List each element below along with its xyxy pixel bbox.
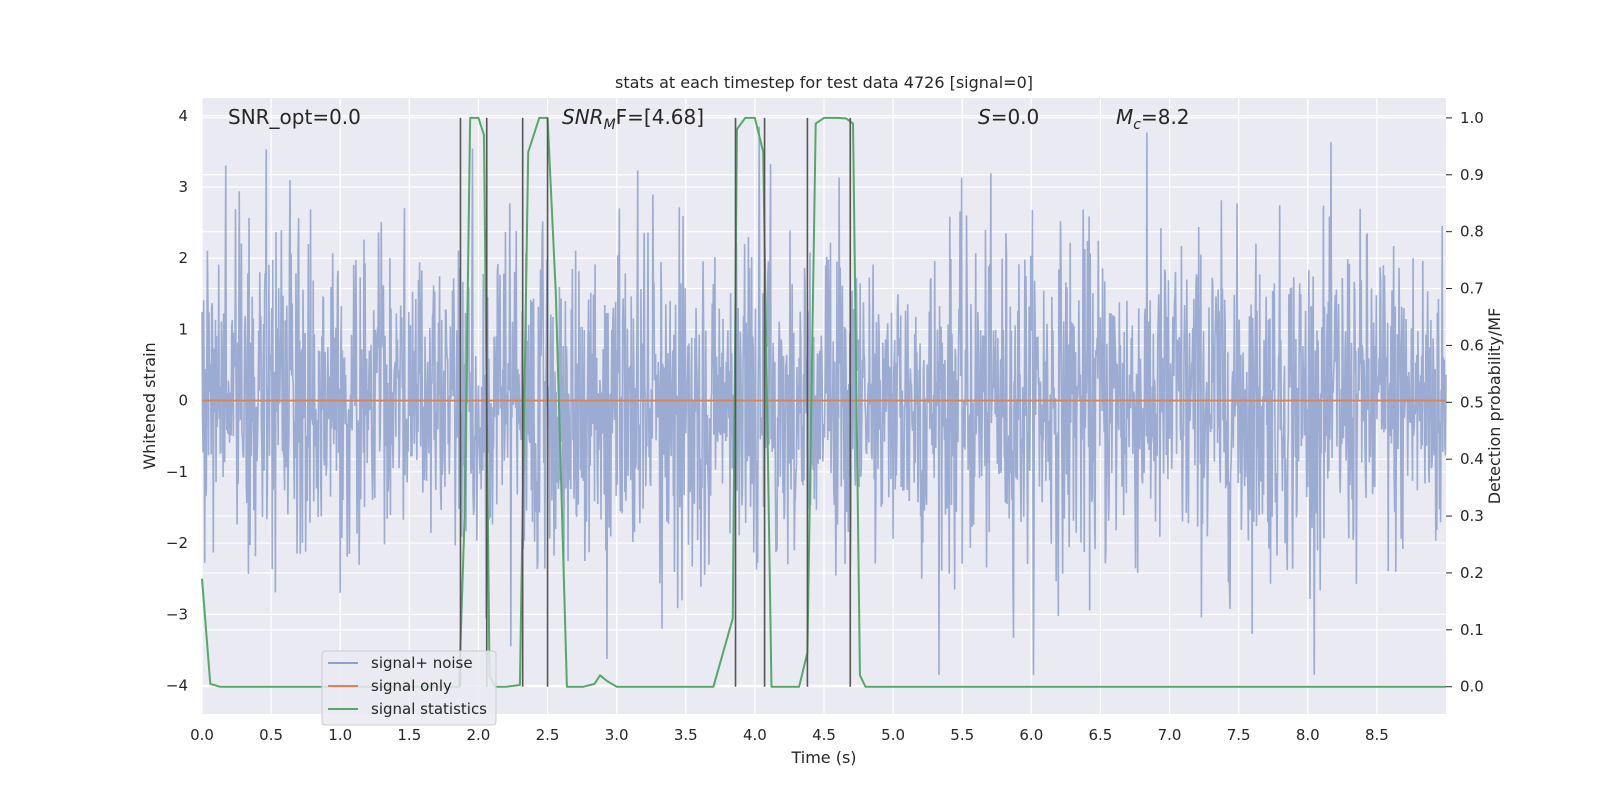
vertical-markers (459, 117, 852, 687)
legend-label-signal-statistics: signal statistics (371, 700, 487, 718)
x-tick-label: 6.5 (1089, 726, 1113, 744)
y2-tick-label: 0.4 (1460, 450, 1484, 468)
y2-axis-ticks: 1.0 0.9 0.8 0.7 0.6 0.5 0.4 0.3 0.2 0.1 0.0 (1446, 109, 1484, 696)
x-tick-label: 8.5 (1365, 726, 1389, 744)
y-tick-label: 3 (178, 178, 188, 196)
y-tick-label: −2 (166, 534, 188, 552)
y2-tick-label: 0.7 (1460, 280, 1484, 298)
x-tick-label: 2.0 (467, 726, 491, 744)
grid-lines (201, 98, 1446, 714)
annotation-s-tail: =0.0 (991, 105, 1040, 129)
y-axis-ticks: 4 3 2 1 0 −1 −2 −3 −4 (166, 107, 188, 695)
series-signal-plus-noise (201, 126, 1447, 675)
y-tick-label: 4 (178, 107, 188, 125)
y-axis-label: Whitened strain (140, 342, 159, 469)
legend-box (321, 650, 497, 726)
x-tick-label: 0.5 (259, 726, 283, 744)
x-tick-label: 4.5 (812, 726, 836, 744)
legend-entry-signal-noise: signal+ noise (328, 654, 473, 672)
y2-tick-label: 0.9 (1460, 166, 1484, 184)
x-tick-label: 4.0 (743, 726, 767, 744)
y2-tick-label: 0.2 (1460, 564, 1484, 582)
x-tick-label: 3.0 (605, 726, 629, 744)
x-tick-label: 6.0 (1019, 726, 1043, 744)
x-tick-label: 7.5 (1227, 726, 1251, 744)
y-tick-label: 1 (178, 320, 188, 338)
annotation-mc: Mc=8.2 (1116, 105, 1190, 133)
annotation-snr-mf-main: SNR (562, 105, 604, 129)
y2-tick-label: 1.0 (1460, 109, 1484, 127)
y-tick-label: −3 (166, 605, 188, 623)
annotation-snr-mf: SNRMF=[4.68] (562, 105, 704, 133)
annotation-mc-main: M (1116, 105, 1133, 129)
annotation-s: S=0.0 (978, 105, 1039, 129)
x-tick-label: 5.0 (881, 726, 905, 744)
y2-tick-label: 0.8 (1460, 223, 1484, 241)
annotation-mc-sub: c (1133, 117, 1141, 133)
x-tick-label: 0.0 (190, 726, 214, 744)
x-tick-label: 5.5 (950, 726, 974, 744)
y2-tick-label: 0.5 (1460, 393, 1484, 411)
annotation-snr-mf-tail: F=[4.68] (616, 105, 704, 129)
y2-axis-label: Detection probability/MF (1485, 308, 1504, 505)
x-axis-label: Time (s) (790, 748, 856, 767)
y2-tick-label: 0.0 (1460, 678, 1484, 696)
y-tick-label: 0 (178, 392, 188, 410)
x-tick-label: 8.0 (1296, 726, 1320, 744)
series-signal-statistics (201, 116, 1446, 688)
annotation-mc-tail: =8.2 (1141, 105, 1190, 129)
x-tick-label: 1.5 (397, 726, 421, 744)
y-tick-label: 2 (178, 249, 188, 267)
y2-tick-label: 0.1 (1460, 621, 1484, 639)
legend: signal+ noise signal only signal statist… (321, 650, 497, 726)
x-tick-label: 2.5 (536, 726, 560, 744)
y-tick-label: −1 (166, 463, 188, 481)
y2-tick-label: 0.6 (1460, 336, 1484, 354)
x-tick-label: 1.0 (328, 726, 352, 744)
annotation-snr-opt: SNR_opt=0.0 (228, 105, 361, 129)
x-axis-ticks: 0.0 0.5 1.0 1.5 2.0 2.5 3.0 3.5 4.0 4.5 5.0 5.5 6.0 6… (190, 726, 1389, 744)
annotation-snr-mf-sub: M (604, 117, 616, 133)
chart-title: stats at each timestep for test data 472… (615, 73, 1033, 92)
legend-label-signal-only: signal only (371, 677, 452, 695)
noise-line (201, 126, 1447, 675)
legend-entry-signal-statistics: signal statistics (328, 700, 487, 718)
x-tick-label: 3.5 (674, 726, 698, 744)
legend-entry-signal-only: signal only (328, 677, 452, 695)
y-tick-label: −4 (166, 677, 188, 695)
line-series-layer (201, 116, 1446, 688)
x-tick-label: 7.0 (1158, 726, 1182, 744)
annotation-s-main: S (978, 105, 991, 129)
y2-tick-label: 0.3 (1460, 507, 1484, 525)
legend-label-signal-noise: signal+ noise (371, 654, 473, 672)
